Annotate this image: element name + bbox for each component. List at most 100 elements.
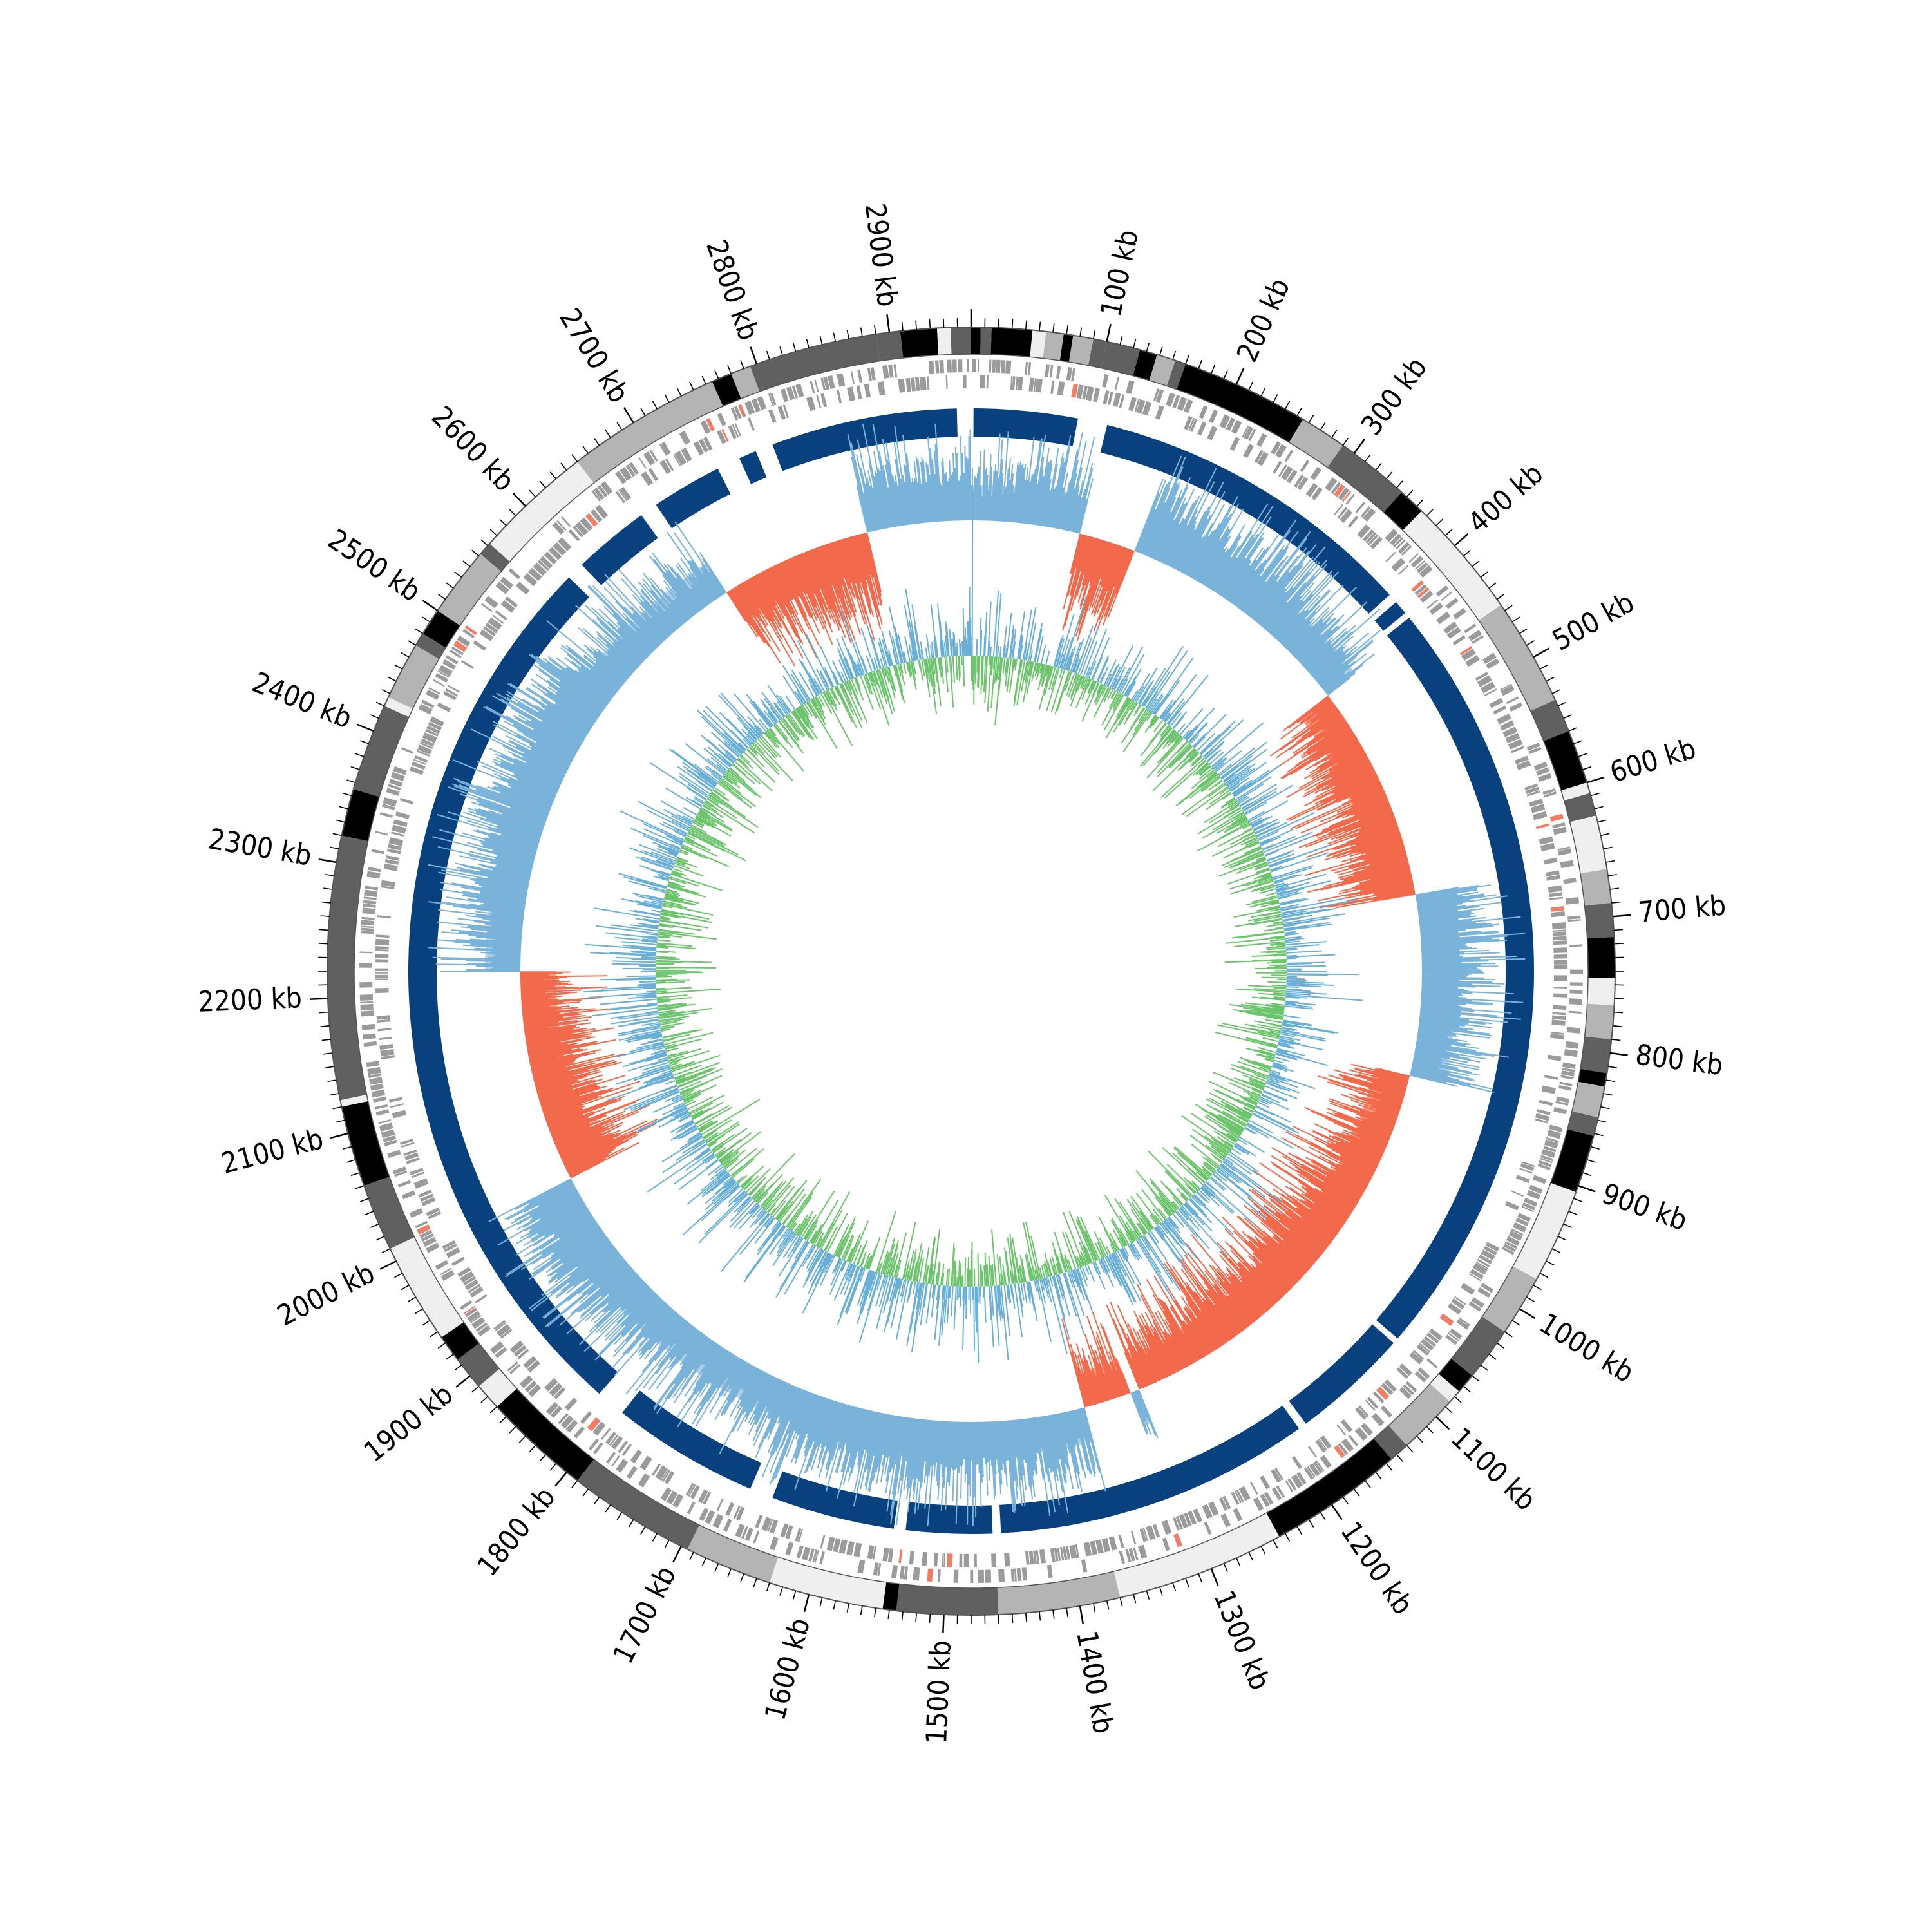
gene-feature (618, 489, 628, 502)
gene-feature (1553, 975, 1567, 981)
gene-feature (898, 1549, 903, 1564)
gene-feature (397, 1180, 412, 1188)
gene-feature (1481, 1283, 1494, 1293)
gene-feature (1532, 1175, 1547, 1184)
gene-feature (1152, 1524, 1160, 1538)
minor-tick (355, 753, 365, 757)
gene-feature (1557, 846, 1571, 851)
gene-feature (806, 396, 816, 412)
gene-feature (1510, 1190, 1524, 1197)
minor-tick (370, 1223, 379, 1228)
gene-feature (363, 896, 377, 900)
gene-feature (1551, 1015, 1566, 1020)
gene-feature (1281, 466, 1293, 481)
minor-tick (325, 1066, 335, 1068)
minor-tick (318, 943, 328, 945)
gene-feature (368, 1077, 383, 1085)
gene-feature (1529, 1184, 1543, 1194)
ideogram-segment (980, 327, 992, 355)
gene-feature (1133, 1547, 1139, 1560)
minor-tick (1211, 365, 1215, 374)
gene-feature (451, 646, 464, 656)
gene-feature (361, 925, 374, 929)
gene-feature (1461, 1283, 1475, 1295)
major-tick (512, 492, 526, 507)
gene-feature (565, 1419, 578, 1433)
minor-tick (1603, 1093, 1613, 1096)
gene-feature (1428, 1328, 1443, 1341)
minor-tick (381, 1248, 391, 1253)
minor-tick (1611, 901, 1621, 904)
gene-feature (1511, 746, 1524, 753)
gene-feature (1005, 360, 1012, 374)
gene-feature (796, 1545, 804, 1559)
gene-feature (371, 849, 384, 855)
gene-feature (375, 974, 389, 979)
gene-feature (1535, 1113, 1550, 1121)
gene-feature (1564, 1049, 1578, 1057)
gene-feature (377, 1019, 391, 1023)
gene-feature (1468, 1301, 1482, 1312)
gene-feature (432, 679, 445, 687)
gene-feature (1519, 1168, 1533, 1174)
gene-feature (1362, 529, 1374, 542)
minor-tick (582, 446, 589, 454)
gene-feature (611, 1455, 620, 1467)
gene-feature (1309, 1463, 1320, 1477)
gene-feature (867, 368, 872, 381)
gene-feature (641, 471, 654, 486)
gene-feature (382, 804, 395, 810)
gene-feature (1312, 1461, 1323, 1474)
gene-feature (375, 959, 389, 963)
gene-feature (1534, 1118, 1548, 1124)
gene-feature (1558, 848, 1572, 856)
minor-tick (1568, 1211, 1578, 1215)
gene-feature (1222, 1495, 1231, 1510)
minor-tick (1539, 1273, 1548, 1278)
minor-tick (1364, 454, 1371, 462)
gene-feature (377, 915, 391, 919)
gene-feature (1552, 1012, 1566, 1016)
gene-feature (473, 640, 487, 651)
ideogram-segment (577, 1459, 699, 1549)
gene-feature (974, 1553, 977, 1567)
gene-feature (1416, 1344, 1430, 1356)
gene-feature (780, 1523, 789, 1538)
gene-feature (1426, 1358, 1438, 1368)
gene-feature (1050, 1548, 1056, 1562)
gene-feature (1253, 1497, 1264, 1511)
gene-feature (1502, 726, 1518, 737)
gene-feature (553, 542, 567, 556)
minor-tick (480, 1396, 488, 1403)
gene-feature (1260, 1493, 1270, 1508)
gene-feature (437, 670, 450, 678)
gene-feature (1526, 743, 1540, 751)
gene-feature (375, 934, 390, 938)
gene-feature (439, 665, 453, 677)
gene-feature (735, 1506, 745, 1521)
gene-feature (1367, 1397, 1379, 1409)
gene-feature (1050, 380, 1055, 394)
minor-tick (652, 1533, 658, 1542)
gene-feature (528, 1384, 542, 1397)
gene-feature (553, 1387, 566, 1399)
gene-feature (1325, 477, 1338, 491)
ideogram-segment (1374, 1425, 1407, 1459)
gene-feature (419, 1229, 433, 1239)
gene-feature (946, 1553, 953, 1567)
gene-feature (1271, 441, 1281, 455)
gene-feature (1544, 1075, 1558, 1080)
minor-tick (346, 1159, 356, 1163)
major-tick (803, 1594, 810, 1613)
minor-tick (332, 833, 342, 837)
gene-feature (1562, 1062, 1576, 1069)
gene-feature (1188, 417, 1195, 431)
gene-feature (1062, 1546, 1068, 1560)
homology-block (1376, 617, 1534, 1339)
gene-feature (371, 1089, 386, 1098)
gene-feature (703, 437, 713, 451)
minor-tick (1106, 1600, 1110, 1610)
gene-feature (447, 685, 460, 693)
gene-feature (1218, 1497, 1228, 1511)
gene-feature (898, 378, 905, 393)
